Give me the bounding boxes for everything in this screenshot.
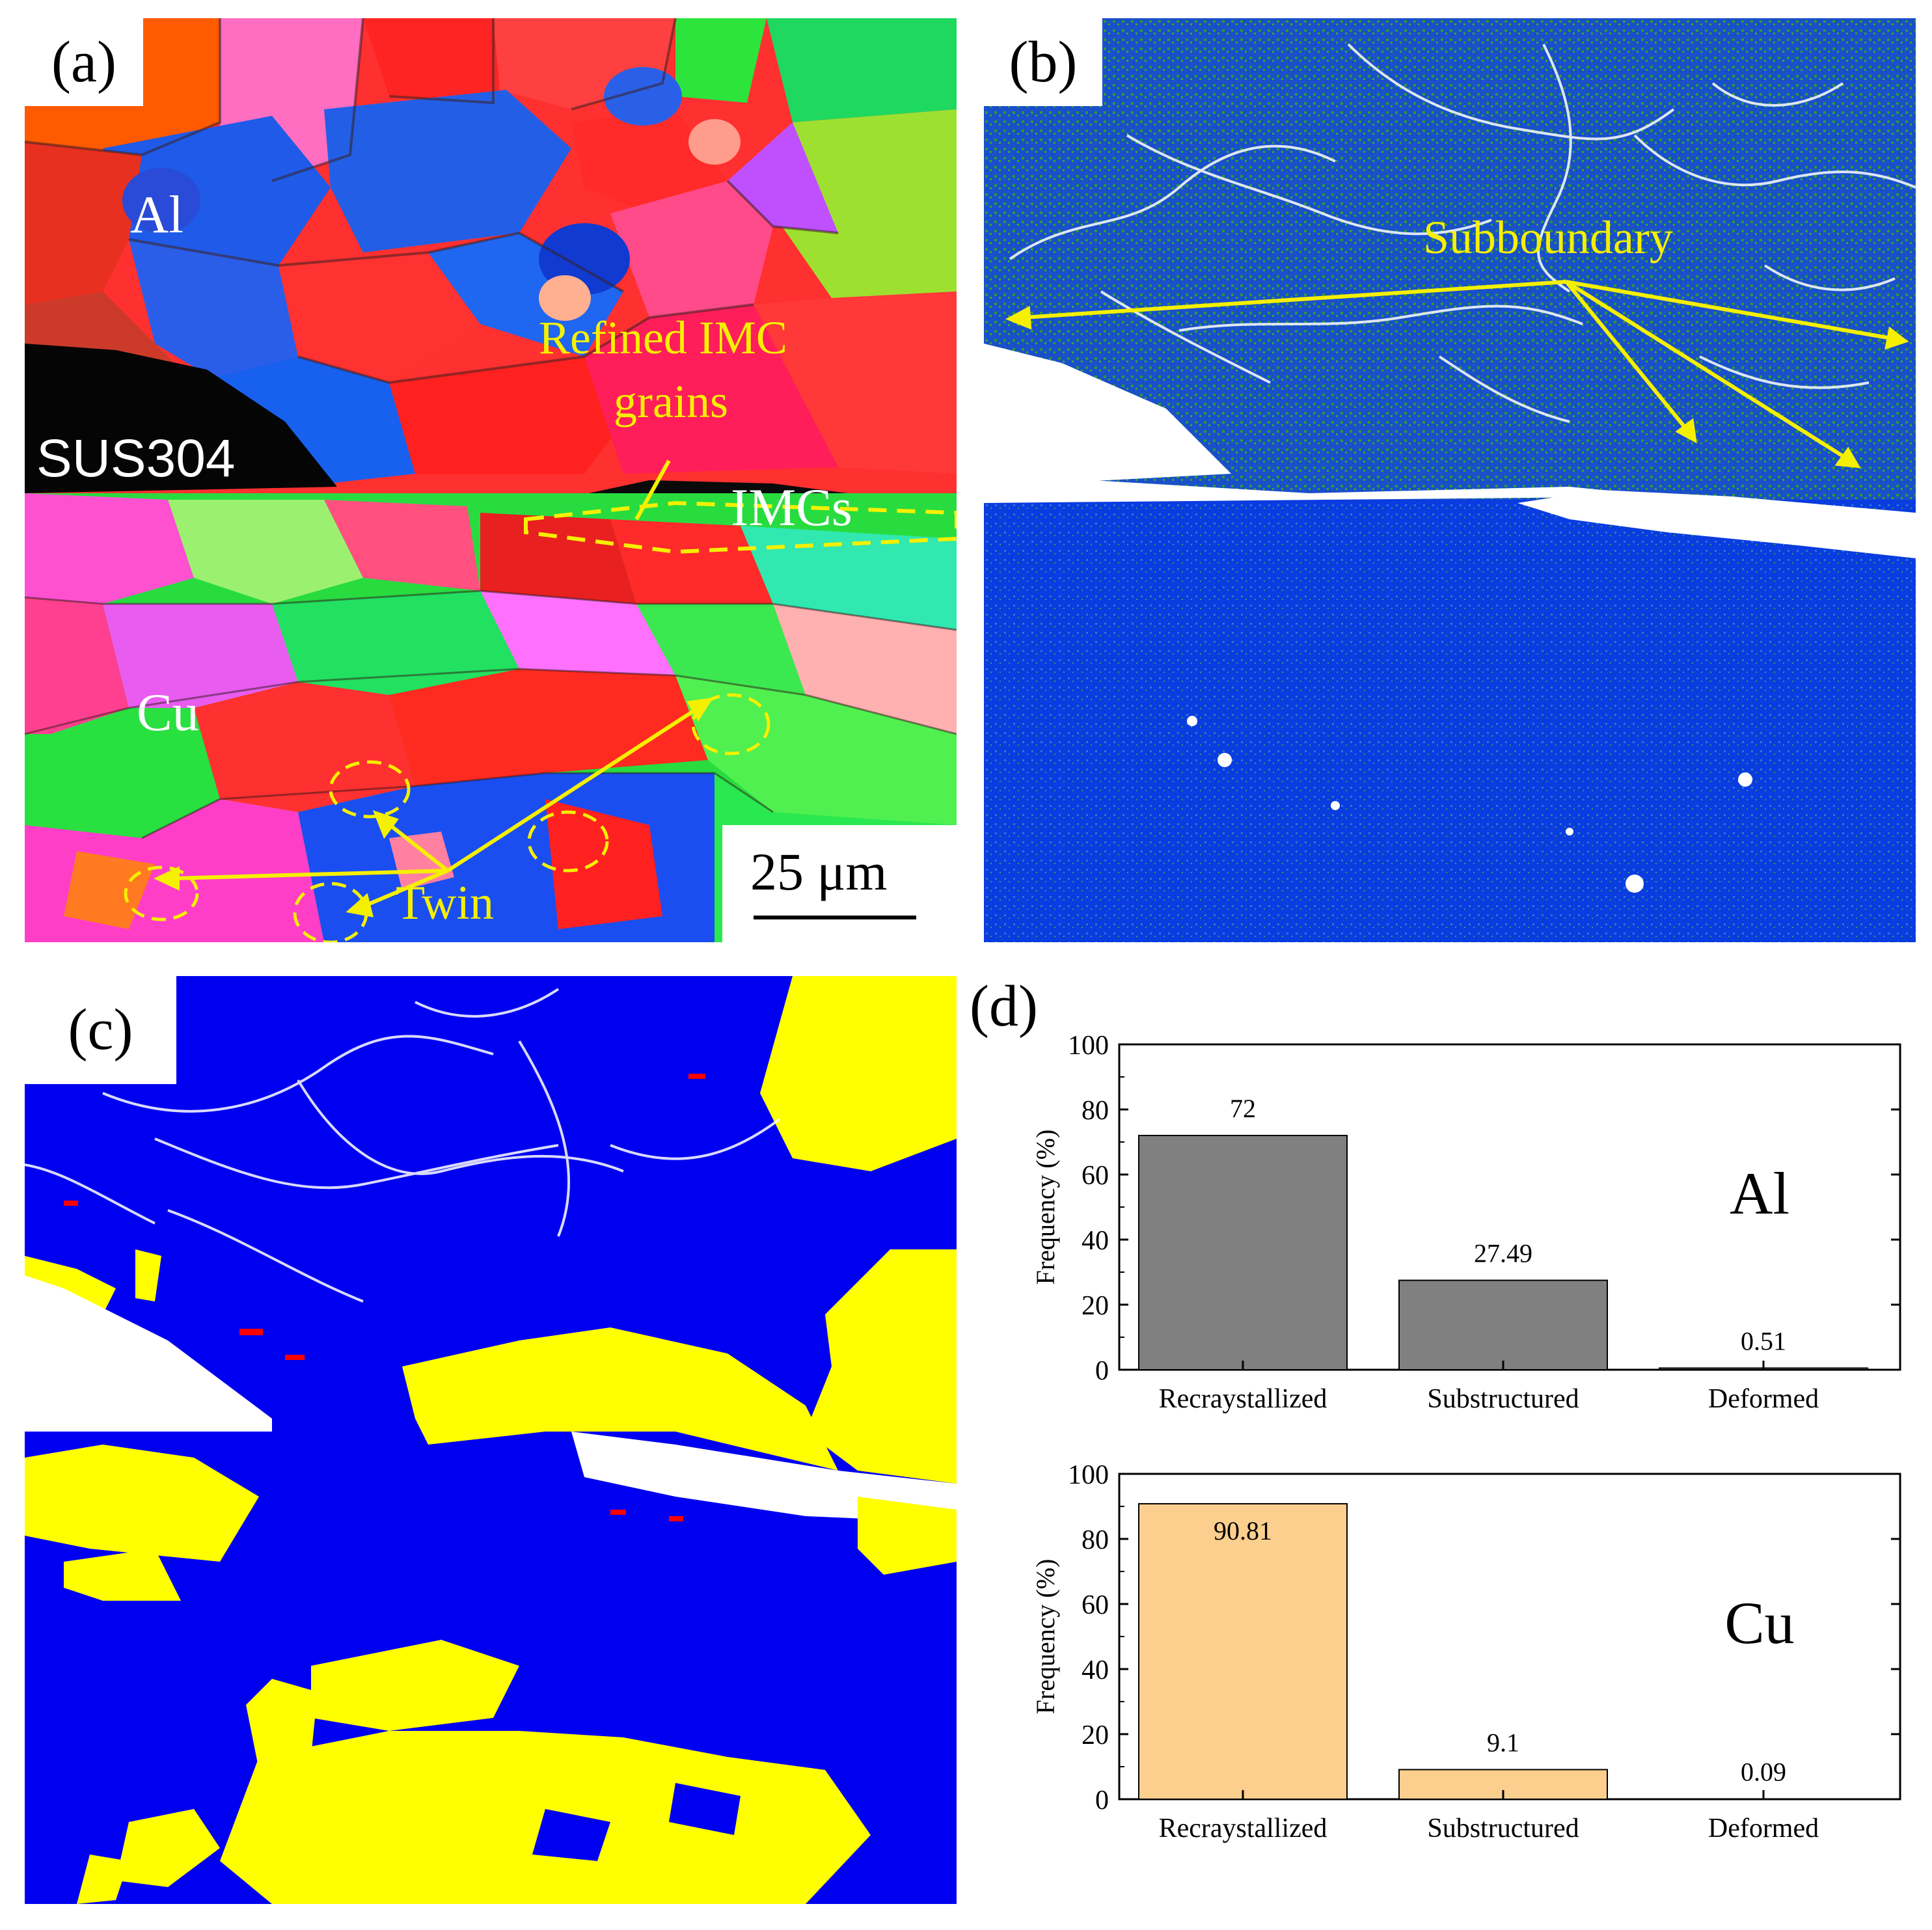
y-tick-label-cu: 60 (1082, 1590, 1109, 1620)
panel-c-label: (c) (25, 976, 176, 1084)
y-tick-label-al: 40 (1082, 1226, 1109, 1256)
al-label: Al (130, 185, 184, 244)
bar-chart-cu: 0 20 40 60 80 100 Frequency (%) Recraystallized… (1031, 1460, 1901, 1843)
recrystallization-map-graphic (25, 976, 957, 1904)
bar-al (1398, 1279, 1608, 1370)
x-tick-label-al: Substructured (1427, 1384, 1579, 1414)
boundary-map-graphic (984, 18, 1916, 942)
y-tick-label-cu: 20 (1082, 1720, 1109, 1750)
data-label-al: 27.49 (1474, 1239, 1532, 1268)
data-label-cu: 90.81 (1214, 1516, 1272, 1545)
refined-imc-label-line1: Refined IMC (539, 312, 787, 364)
data-label-cu: 9.1 (1487, 1728, 1519, 1758)
bar-al (1138, 1135, 1348, 1370)
ipf-map-graphic (25, 18, 957, 942)
y-tick-label-al: 80 (1082, 1096, 1109, 1126)
x-tick-label-cu: Substructured (1427, 1814, 1579, 1843)
data-label-cu: 0.09 (1741, 1758, 1786, 1787)
panel-a-ipf-map: (a) Al SUS304 Refined IMC grains IMCs Cu… (25, 18, 957, 942)
x-tick-label-cu: Recraystallized (1159, 1814, 1327, 1843)
panel-c-recrystallization-map: (c) (25, 976, 957, 1904)
subboundary-label: Subboundary (1423, 211, 1673, 264)
y-tick-label-cu: 80 (1082, 1525, 1109, 1555)
sus304-label: SUS304 (36, 429, 236, 488)
panel-b-boundary-map: (b) Subboundary (984, 18, 1916, 942)
y-tick-label-al: 0 (1095, 1356, 1109, 1386)
metal-annotation-al: Al (1730, 1160, 1789, 1227)
y-axis-label-cu: Frequency (%) (1031, 1559, 1060, 1715)
x-tick-label-cu: Deformed (1708, 1814, 1819, 1843)
y-tick-label-al: 20 (1082, 1291, 1109, 1321)
y-tick-label-cu: 0 (1095, 1786, 1109, 1815)
imcs-label: IMCs (731, 478, 852, 537)
y-tick-label-cu: 100 (1068, 1460, 1109, 1490)
scale-bar-label: 25 μm (750, 842, 888, 901)
data-label-al: 0.51 (1741, 1326, 1786, 1355)
y-tick-label-al: 100 (1068, 1031, 1109, 1061)
panel-a-label: (a) (25, 18, 143, 106)
twin-label: Twin (396, 877, 495, 930)
metal-annotation-cu: Cu (1724, 1590, 1794, 1656)
y-tick-label-al: 60 (1082, 1161, 1109, 1191)
y-tick-label-cu: 40 (1082, 1655, 1109, 1685)
x-tick-label-al: Deformed (1708, 1384, 1819, 1414)
bar-chart-al: 0 20 40 60 80 100 Frequency (%) Recraystallized… (1031, 1031, 1901, 1414)
y-axis-label-al: Frequency (%) (1031, 1130, 1060, 1285)
x-tick-label-al: Recraystallized (1159, 1384, 1327, 1414)
data-label-al: 72 (1230, 1094, 1256, 1123)
cu-label: Cu (137, 683, 199, 742)
panel-b-label: (b) (984, 18, 1102, 106)
bar-cu (1138, 1502, 1348, 1800)
refined-imc-label-line2: grains (614, 375, 728, 428)
panel-d-label: (d) (970, 974, 1038, 1039)
